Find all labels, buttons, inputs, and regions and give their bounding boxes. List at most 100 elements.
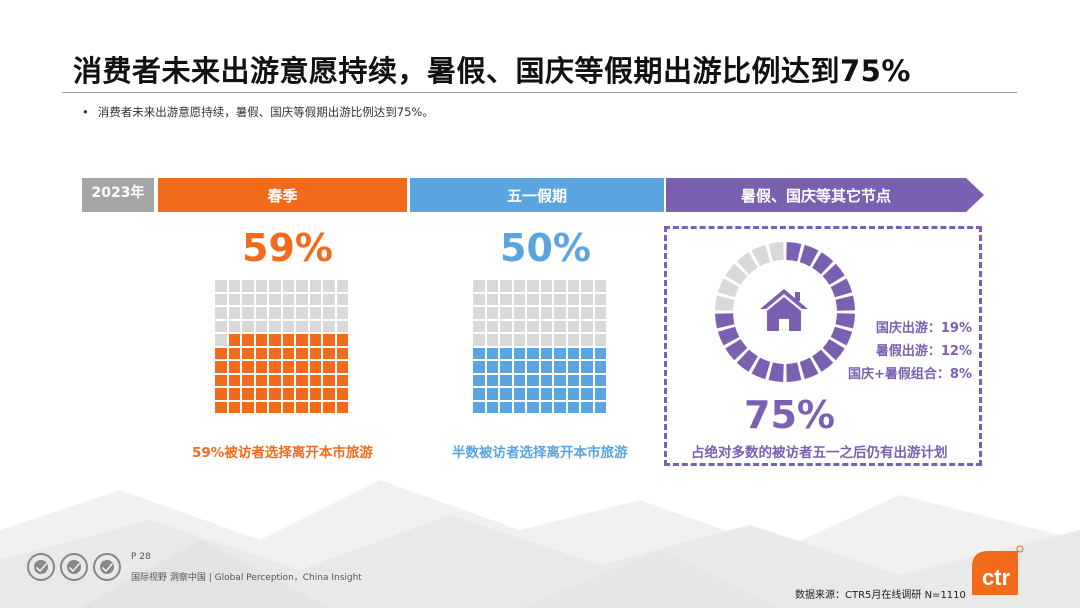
waffle-cell [322, 360, 336, 374]
waffle-cell [335, 373, 349, 387]
waffle-cell [308, 292, 322, 306]
waffle-cell [214, 360, 228, 374]
waffle-cell [593, 346, 607, 360]
waffle-cell [227, 346, 241, 360]
waffle-cell [322, 387, 336, 401]
waffle-cell [254, 387, 268, 401]
waffle-cell [539, 292, 553, 306]
donut-segment [835, 313, 855, 329]
bullet-summary: • 消费者未来出游意愿持续，暑假、国庆等假期出游比例达到75%。 [82, 104, 434, 120]
waffle-cell [227, 373, 241, 387]
waffle-cell [472, 279, 486, 293]
waffle-cell [512, 373, 526, 387]
waffle-cell [593, 387, 607, 401]
waffle-cell [295, 333, 309, 347]
waffle-cell [526, 292, 540, 306]
donut-segment [812, 349, 834, 372]
waffle-cell [281, 333, 295, 347]
waffle-cell [227, 292, 241, 306]
donut-segment [799, 244, 819, 267]
waffle-cell [241, 306, 255, 320]
others-percent: 75% [744, 393, 835, 437]
waffle-cell [553, 333, 567, 347]
waffle-cell [254, 360, 268, 374]
waffle-cell [308, 373, 322, 387]
waffle-cell [241, 279, 255, 293]
waffle-cell [308, 279, 322, 293]
waffle-cell [539, 387, 553, 401]
waffle-cell [268, 333, 282, 347]
waffle-cell [499, 360, 513, 374]
waffle-cell [254, 400, 268, 414]
house-icon [760, 289, 808, 331]
waffle-cell [335, 400, 349, 414]
waffle-cell [308, 319, 322, 333]
title-divider [62, 92, 1017, 93]
waffle-cell [241, 400, 255, 414]
waffle-cell [281, 400, 295, 414]
waffle-cell [241, 360, 255, 374]
waffle-cell [499, 333, 513, 347]
waffle-cell [214, 373, 228, 387]
waffle-cell [322, 306, 336, 320]
donut-segment [768, 242, 784, 262]
waffle-cell [335, 292, 349, 306]
data-source: 数据来源：CTR5月在线调研 N=1110 [795, 590, 966, 601]
donut-segment [717, 326, 740, 346]
waffle-cell [322, 346, 336, 360]
waffle-cell [472, 319, 486, 333]
waffle-cell [593, 319, 607, 333]
waffle-cell [335, 360, 349, 374]
waffle-cell [580, 279, 594, 293]
others-caption: 占绝对多数的被访者五一之后仍有出游计划 [691, 445, 948, 461]
waffle-cell [499, 400, 513, 414]
others-donut-chart [715, 242, 855, 382]
waffle-cell [526, 360, 540, 374]
donut-segment [736, 252, 758, 275]
waffle-cell [580, 292, 594, 306]
waffle-cell [512, 306, 526, 320]
background-polygon-decoration [0, 480, 1080, 608]
waffle-cell [553, 400, 567, 414]
spring-waffle-chart [214, 279, 349, 414]
waffle-cell [295, 292, 309, 306]
waffle-cell [214, 279, 228, 293]
waffle-cell [580, 373, 594, 387]
waffle-cell [322, 319, 336, 333]
waffle-cell [308, 306, 322, 320]
waffle-cell [499, 306, 513, 320]
waffle-cell [254, 306, 268, 320]
footer-slogan: 国际视野 洞察中国 | Global Perception，China Insi… [131, 573, 362, 583]
waffle-cell [593, 360, 607, 374]
stat-combined: 国庆+暑假组合：8% [848, 367, 972, 382]
waffle-cell [268, 306, 282, 320]
waffle-cell [553, 292, 567, 306]
waffle-cell [254, 373, 268, 387]
donut-segment [835, 295, 855, 311]
waffle-cell [295, 279, 309, 293]
waffle-cell [472, 387, 486, 401]
waffle-cell [566, 360, 580, 374]
waffle-cell [227, 319, 241, 333]
waffle-cell [553, 360, 567, 374]
waffle-cell [539, 373, 553, 387]
waffle-cell [254, 279, 268, 293]
waffle-cell [295, 400, 309, 414]
donut-segment [717, 278, 740, 298]
waffle-cell [580, 360, 594, 374]
waffle-cell [499, 346, 513, 360]
waffle-cell [472, 292, 486, 306]
waffle-cell [241, 373, 255, 387]
waffle-cell [499, 279, 513, 293]
waffle-cell [526, 387, 540, 401]
waffle-cell [553, 346, 567, 360]
waffle-cell [499, 319, 513, 333]
waffle-cell [268, 360, 282, 374]
waffle-cell [295, 373, 309, 387]
donut-segment [822, 339, 845, 361]
waffle-cell [308, 333, 322, 347]
donut-segment [786, 242, 802, 262]
waffle-cell [485, 400, 499, 414]
waffle-cell [241, 292, 255, 306]
waffle-cell [472, 400, 486, 414]
